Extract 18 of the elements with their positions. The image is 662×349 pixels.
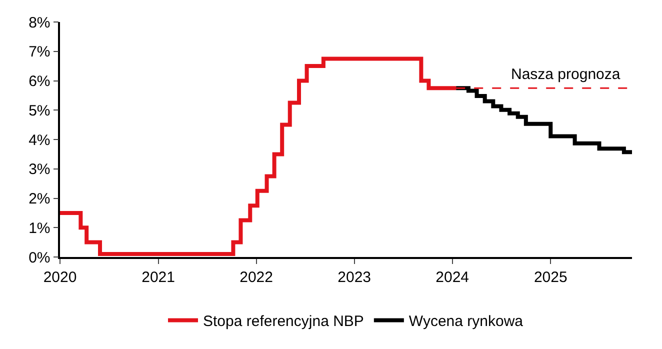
- y-tick-label: 8%: [28, 14, 50, 32]
- y-tick-label: 4%: [28, 132, 50, 149]
- y-tick-label: 7%: [28, 44, 50, 61]
- y-tick-label: 6%: [28, 73, 50, 90]
- y-tick-label: 2%: [28, 190, 50, 208]
- x-tick-label: 2020: [43, 268, 77, 286]
- y-tick-label: 5%: [28, 102, 50, 120]
- y-tick-label: 0%: [28, 249, 50, 266]
- x-tick-label: 2021: [142, 268, 175, 286]
- legend-label: Wycena rynkowa: [408, 313, 524, 330]
- y-tick-label: 3%: [28, 161, 50, 178]
- x-tick-label: 2022: [240, 268, 273, 286]
- legend-label: Stopa referencyjna NBP: [203, 313, 364, 330]
- y-tick-label: 1%: [28, 220, 50, 237]
- annotation: Nasza prognoza: [511, 66, 621, 83]
- x-tick-label: 2025: [534, 268, 568, 286]
- x-tick-label: 2024: [436, 268, 470, 286]
- x-tick-label: 2023: [338, 268, 372, 286]
